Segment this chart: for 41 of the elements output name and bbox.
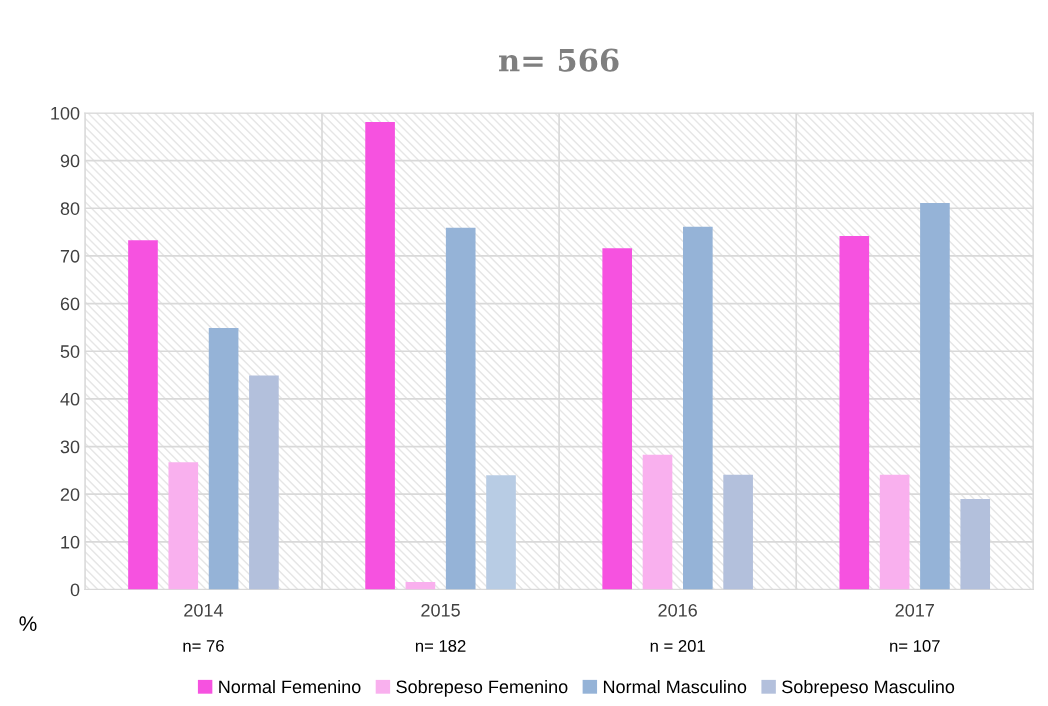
y-tick-label: 90 xyxy=(60,154,80,168)
y-tick-label: 40 xyxy=(60,392,80,406)
legend-label: Normal Masculino xyxy=(603,679,747,694)
bar xyxy=(405,581,436,590)
bar xyxy=(486,475,516,590)
bar xyxy=(683,226,713,590)
y-tick-label: 30 xyxy=(60,440,80,454)
x-tick-label: 2016 xyxy=(658,603,697,617)
chart-title: n= 566 xyxy=(499,48,619,72)
bar xyxy=(920,203,950,590)
bar xyxy=(208,327,239,590)
y-tick-label: 100 xyxy=(51,106,80,120)
legend-label: Sobrepeso Masculino xyxy=(782,679,955,697)
y-tick-label: 20 xyxy=(60,488,80,501)
legend-label: Normal Femenino xyxy=(219,679,361,694)
text: n= 182 xyxy=(415,639,466,652)
y-tick-label: 60 xyxy=(60,297,80,311)
bar xyxy=(602,248,633,590)
bar xyxy=(879,474,910,590)
bar xyxy=(365,122,395,590)
legend-label: Sobrepeso Femenino xyxy=(396,679,568,697)
text: % xyxy=(19,616,37,631)
bar xyxy=(445,227,476,590)
x-tick-label: 2014 xyxy=(184,603,223,617)
y-tick-label: 10 xyxy=(61,535,80,549)
bar xyxy=(960,498,991,590)
bar xyxy=(642,454,673,590)
bar xyxy=(839,235,870,590)
y-tick-label: 50 xyxy=(60,345,80,358)
text: n= 107 xyxy=(890,639,940,652)
y-tick-label: 80 xyxy=(60,202,80,215)
x-tick-label: 2017 xyxy=(895,603,934,617)
y-tick-label: 0 xyxy=(70,583,80,597)
text: n= 76 xyxy=(183,639,224,652)
bar xyxy=(168,462,199,590)
bar xyxy=(128,240,158,590)
y-tick-label: 70 xyxy=(60,249,80,263)
bar xyxy=(723,474,753,590)
text: n = 201 xyxy=(650,639,705,652)
bar xyxy=(249,375,279,590)
x-tick-label: 2015 xyxy=(421,603,460,617)
